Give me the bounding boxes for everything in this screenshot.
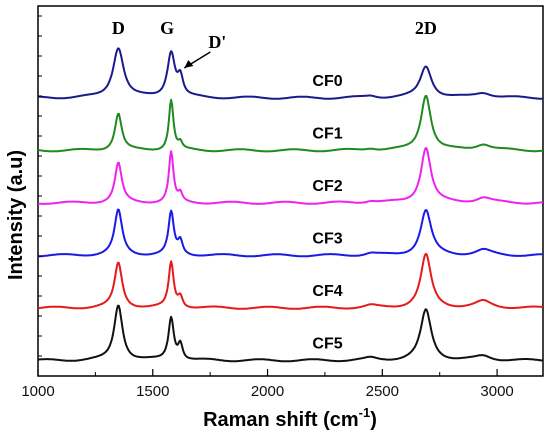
series-layer	[37, 47, 544, 363]
x-tick-label: 2500	[366, 383, 399, 400]
x-tick-label: 1000	[21, 383, 54, 400]
y-axis-title: Intensity (a.u)	[5, 150, 27, 280]
peak-label: G	[160, 18, 174, 38]
plot-frame	[37, 5, 544, 377]
series-label-cf1: CF1	[312, 126, 342, 143]
peak-labels: D G D' 2D	[112, 18, 437, 69]
series-line-cf3	[37, 208, 544, 258]
x-axis-title-close: )	[370, 409, 377, 431]
series-label-cf2: CF2	[312, 178, 342, 195]
series-labels: CF0 CF1 CF2 CF3 CF4 CF5	[312, 73, 342, 353]
x-tick-label: 3000	[480, 383, 513, 400]
x-axis-ticks: 1000 1500 2000 2500 3000	[21, 369, 514, 400]
x-axis-title: Raman shift (cm-1)	[203, 405, 377, 431]
x-tick-label: 2000	[251, 383, 284, 400]
series-line-cf1	[37, 95, 544, 153]
x-axis-title-main: Raman shift (cm	[203, 409, 359, 431]
series-line-cf4	[37, 253, 544, 310]
series-line-cf2	[37, 147, 544, 205]
peak-label: 2D	[415, 18, 437, 38]
x-axis-title-sup: -1	[359, 405, 371, 420]
y-axis-ticks	[38, 15, 42, 357]
plot-border	[37, 5, 544, 377]
peak-label: D	[112, 18, 125, 38]
series-label-cf4: CF4	[312, 283, 342, 300]
series-line-cf5	[37, 304, 544, 363]
series-label-cf5: CF5	[312, 336, 342, 353]
peak-label: D'	[208, 32, 226, 52]
series-line-cf0	[37, 47, 544, 100]
peak-arrow-head	[184, 60, 194, 68]
x-tick-label: 1500	[136, 383, 169, 400]
series-label-cf0: CF0	[312, 73, 342, 90]
series-label-cf3: CF3	[312, 231, 342, 248]
